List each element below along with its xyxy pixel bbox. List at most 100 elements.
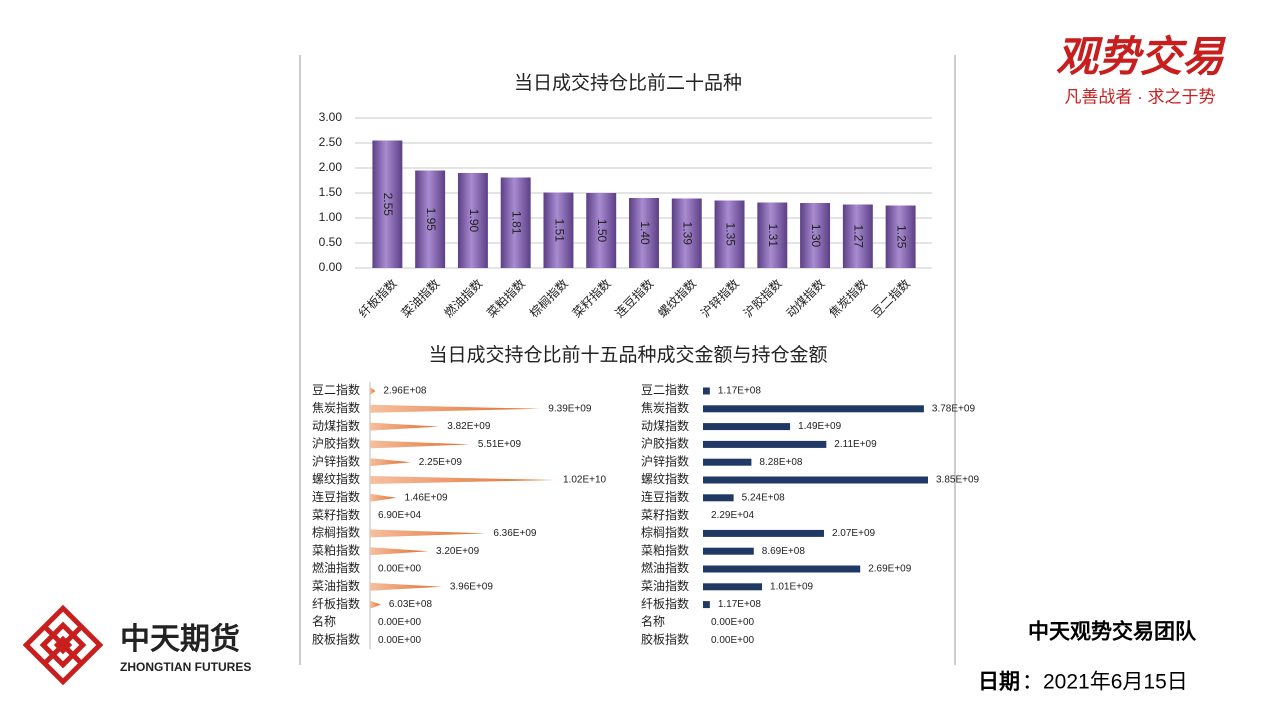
x-tick-label: 纤板指数 — [355, 276, 400, 321]
bar — [703, 423, 791, 431]
value-label: 5.24E+08 — [742, 492, 786, 503]
bar — [703, 601, 710, 609]
x-tick-label: 螺纹指数 — [655, 276, 700, 321]
bar — [714, 200, 745, 268]
chart-title: 当日成交持仓比前十五品种成交金额与持仓金额 — [428, 344, 827, 366]
y-tick-label: 3.00 — [319, 110, 343, 124]
value-label: 1.25 — [894, 225, 908, 249]
x-tick-label: 豆二指数 — [868, 276, 913, 321]
x-tick-label: 菜粕指数 — [483, 276, 528, 321]
category-label: 纤板指数 — [312, 596, 360, 611]
bar — [370, 458, 411, 467]
bar — [370, 387, 376, 395]
slogan: 凡善战者 · 求之于势 — [1064, 87, 1215, 106]
x-tick-label: 菜油指数 — [398, 276, 443, 321]
value-label: 6.36E+09 — [493, 528, 537, 539]
value-label: 3.85E+09 — [936, 475, 980, 486]
bar — [842, 204, 873, 268]
category-label: 棕榈指数 — [641, 525, 689, 540]
value-label: 1.30 — [809, 224, 823, 248]
value-label: 1.40 — [638, 221, 652, 245]
category-label: 棕榈指数 — [312, 525, 360, 540]
value-label: 0.00E+00 — [711, 617, 755, 628]
value-label: 1.17E+08 — [718, 386, 762, 397]
value-label: 3.82E+09 — [447, 421, 491, 432]
value-label: 2.55 — [381, 193, 395, 217]
value-label: 0.00E+00 — [378, 635, 422, 646]
category-label: 沪胶指数 — [641, 436, 689, 451]
value-label: 1.51 — [552, 219, 566, 243]
value-label: 1.90 — [467, 209, 481, 233]
category-label: 菜籽指数 — [312, 507, 360, 522]
category-label: 动煤指数 — [312, 418, 360, 433]
category-label: 焦炭指数 — [641, 400, 689, 415]
bar — [703, 458, 752, 466]
category-label: 连豆指数 — [641, 489, 689, 504]
value-label: 3.96E+09 — [450, 581, 494, 592]
category-label: 沪锌指数 — [312, 453, 360, 468]
value-label: 1.02E+10 — [563, 475, 607, 486]
value-label: 6.03E+08 — [389, 599, 433, 610]
category-label: 菜油指数 — [641, 578, 689, 593]
category-label: 螺纹指数 — [312, 471, 360, 486]
category-label: 沪锌指数 — [641, 453, 689, 468]
category-label: 菜粕指数 — [312, 542, 360, 557]
bar — [370, 547, 429, 556]
company-name: 中天期货 — [120, 622, 240, 656]
value-label: 3.78E+09 — [932, 403, 976, 414]
date-label: 日期 — [978, 671, 1020, 694]
y-tick-label: 0.50 — [319, 235, 343, 249]
date: ：2021年6月15日 — [1022, 671, 1188, 694]
x-tick-label: 菜籽指数 — [569, 276, 614, 321]
value-label: 8.69E+08 — [762, 546, 806, 557]
value-label: 1.01E+09 — [770, 581, 814, 592]
value-label: 2.25E+09 — [419, 457, 463, 468]
x-tick-label: 连豆指数 — [612, 276, 657, 321]
category-label: 燃油指数 — [312, 560, 360, 575]
bar — [703, 405, 924, 413]
bar — [703, 440, 827, 448]
x-tick-label: 棕榈指数 — [526, 276, 571, 321]
bar — [703, 529, 824, 537]
bar — [800, 203, 831, 268]
x-tick-label: 动煤指数 — [783, 276, 828, 321]
value-label: 0.00E+00 — [378, 617, 422, 628]
category-label: 菜籽指数 — [641, 507, 689, 522]
category-label: 纤板指数 — [641, 596, 689, 611]
bar — [370, 529, 486, 538]
bar — [757, 202, 788, 268]
category-label: 菜粕指数 — [641, 542, 689, 557]
category-label: 胶板指数 — [641, 631, 689, 646]
value-label: 3.20E+09 — [436, 546, 480, 557]
y-tick-label: 1.00 — [319, 210, 343, 224]
bar — [500, 177, 531, 268]
category-label: 豆二指数 — [312, 382, 360, 397]
x-tick-label: 焦炭指数 — [826, 276, 871, 321]
category-label: 燃油指数 — [641, 560, 689, 575]
category-label: 菜油指数 — [312, 578, 360, 593]
bar — [703, 547, 754, 555]
category-label: 连豆指数 — [312, 489, 360, 504]
category-label: 胶板指数 — [312, 631, 360, 646]
category-label: 名称 — [312, 614, 336, 629]
bar — [703, 476, 928, 484]
value-label: 2.96E+08 — [383, 386, 427, 397]
bar — [703, 387, 710, 395]
value-label: 2.69E+09 — [868, 564, 912, 575]
chart-title: 当日成交持仓比前二十品种 — [514, 72, 742, 94]
y-tick-label: 2.00 — [319, 160, 343, 174]
bar — [370, 582, 442, 591]
bar — [370, 440, 470, 449]
brand-logo: 观势交易 — [1056, 33, 1226, 80]
bar — [370, 422, 440, 431]
bar — [885, 205, 916, 268]
team-name: 中天观势交易团队 — [1028, 620, 1197, 644]
category-label: 名称 — [641, 614, 665, 629]
category-label: 螺纹指数 — [641, 471, 689, 486]
value-label: 1.49E+09 — [798, 421, 842, 432]
bar — [703, 565, 861, 573]
y-tick-label: 0.00 — [319, 260, 343, 274]
value-label: 1.17E+08 — [718, 599, 762, 610]
bar — [370, 476, 555, 484]
x-tick-label: 沪胶指数 — [740, 276, 785, 321]
